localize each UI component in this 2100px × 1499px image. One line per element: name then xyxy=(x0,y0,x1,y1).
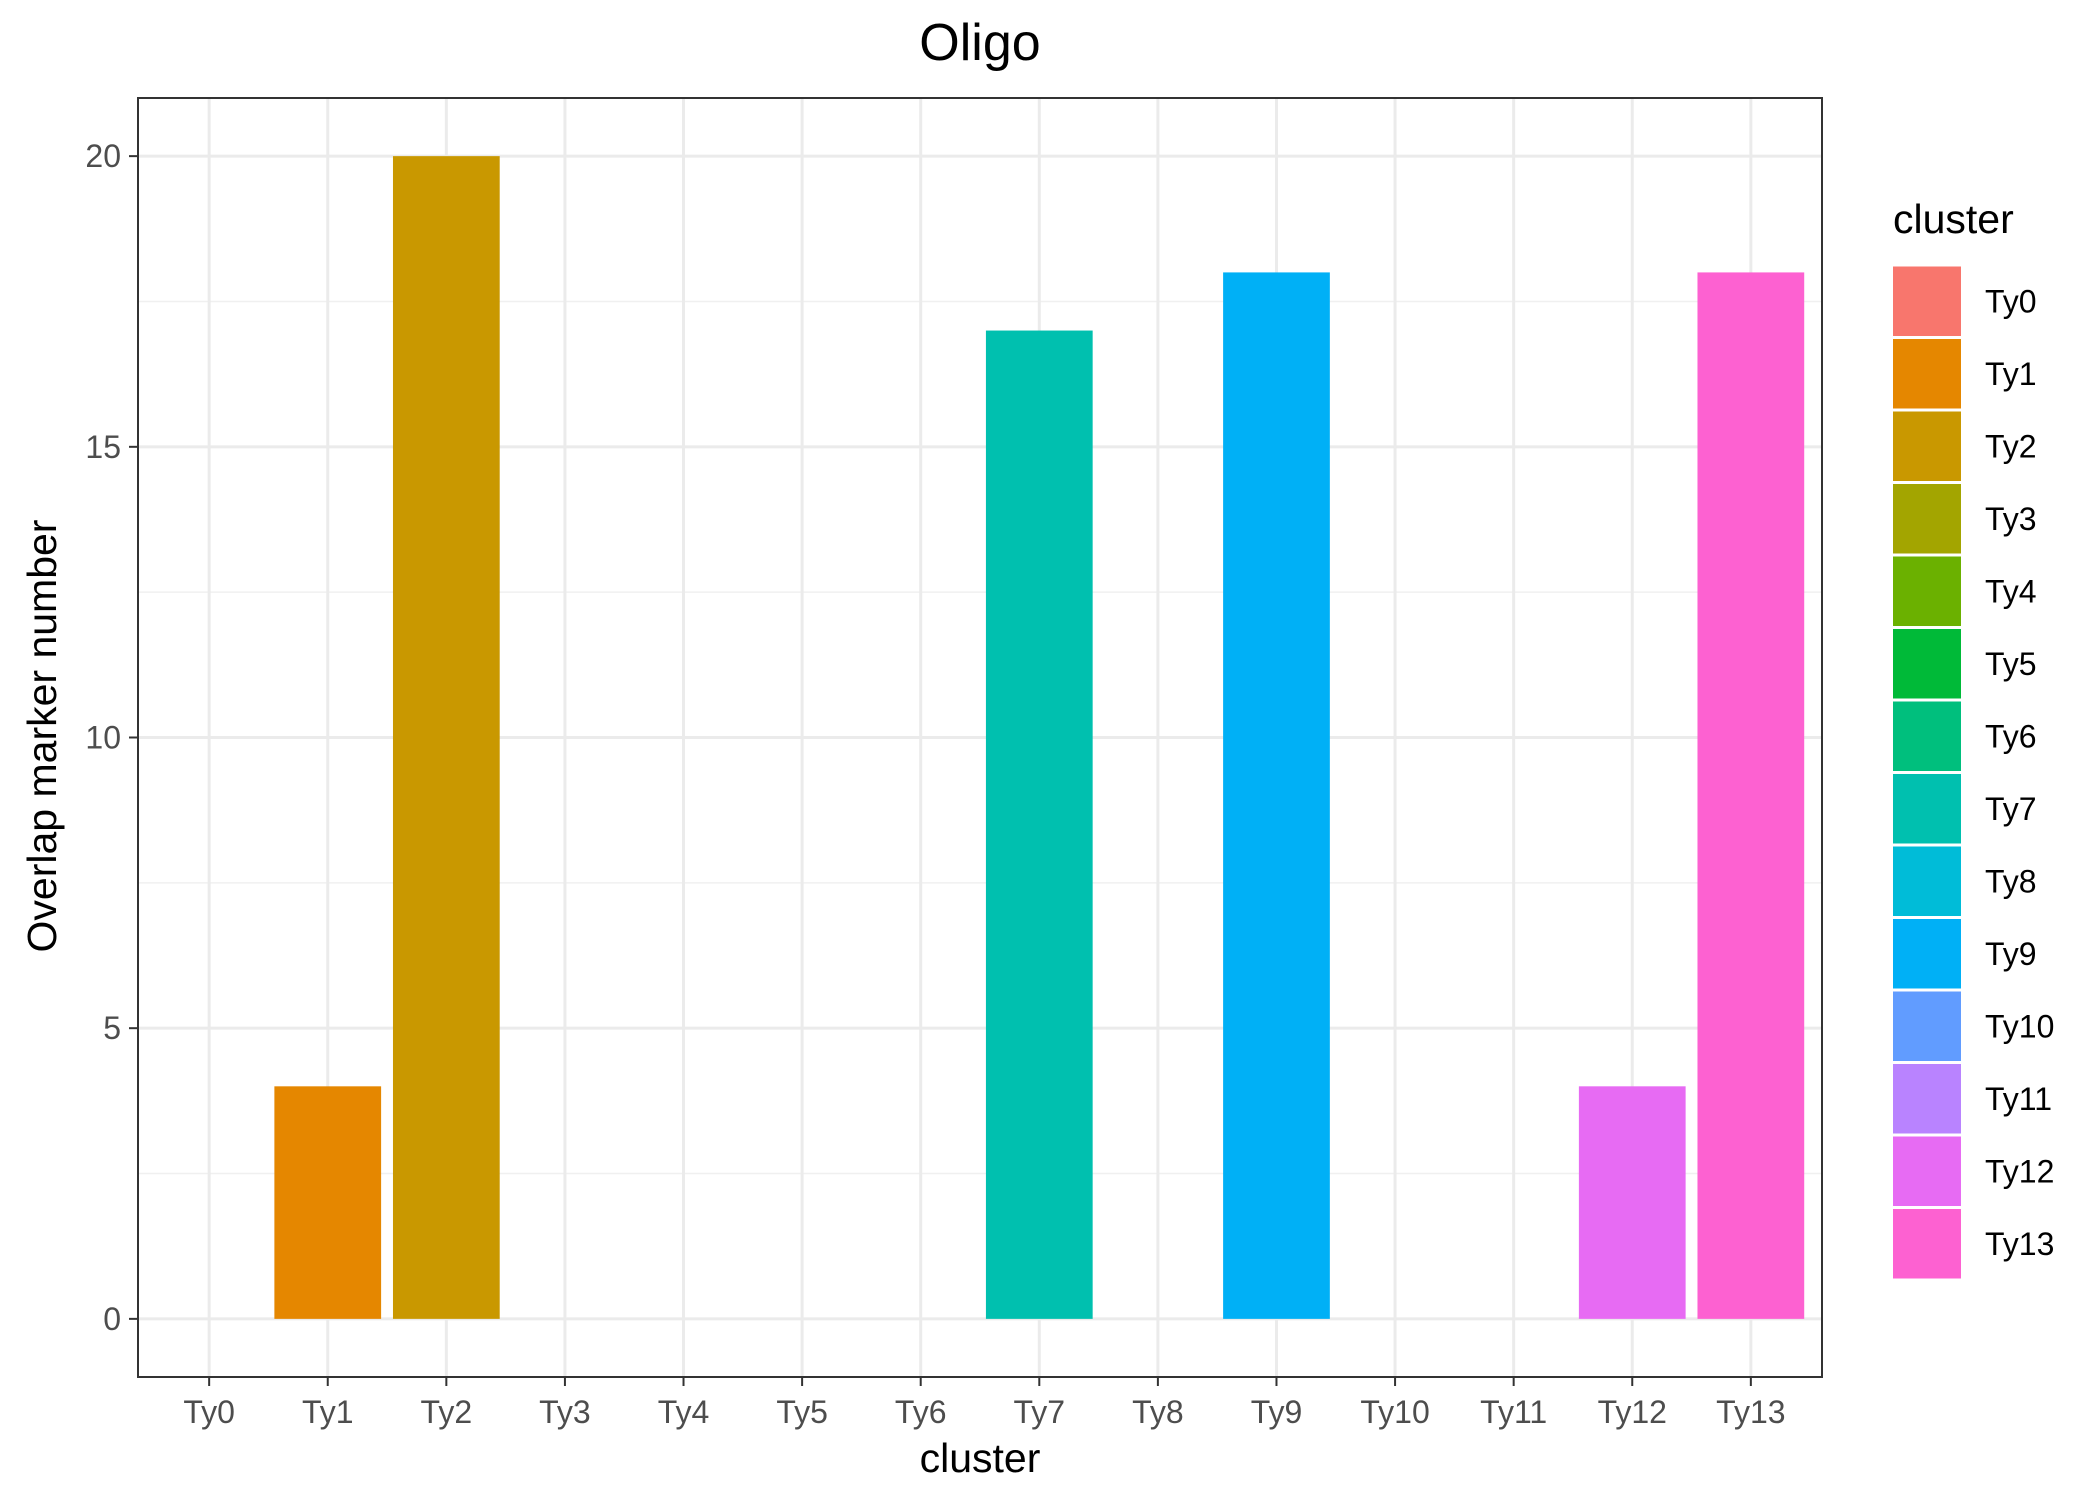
bar-Ty1 xyxy=(274,1086,382,1319)
legend-label-Ty3: Ty3 xyxy=(1985,501,2037,537)
legend-label-Ty9: Ty9 xyxy=(1985,936,2037,972)
legend-label-Ty0: Ty0 xyxy=(1985,283,2037,319)
x-tick-label: Ty6 xyxy=(895,1394,947,1430)
bar-Ty7 xyxy=(985,330,1093,1319)
y-axis-title: Overlap marker number xyxy=(19,520,65,953)
chart-title: Oligo xyxy=(919,14,1040,72)
legend-key-Ty9 xyxy=(1893,919,1961,989)
bars xyxy=(274,156,1805,1319)
legend-label-Ty13: Ty13 xyxy=(1985,1226,2054,1262)
x-tick-label: Ty3 xyxy=(539,1394,591,1430)
x-axis-title: cluster xyxy=(920,1435,1041,1481)
y-tick-label: 10 xyxy=(85,720,121,756)
legend-label-Ty5: Ty5 xyxy=(1985,646,2037,682)
x-tick-label: Ty5 xyxy=(776,1394,828,1430)
y-tick-label: 20 xyxy=(85,138,121,174)
x-tick-label: Ty12 xyxy=(1598,1394,1667,1430)
legend-key-Ty3 xyxy=(1893,484,1961,554)
legend-key-Ty2 xyxy=(1893,411,1961,481)
bar-Ty9 xyxy=(1223,272,1330,1319)
legend-key-Ty12 xyxy=(1893,1136,1961,1206)
legend-label-Ty1: Ty1 xyxy=(1985,356,2037,392)
x-tick-label: Ty1 xyxy=(302,1394,354,1430)
legend-key-Ty6 xyxy=(1893,701,1961,771)
legend-key-Ty7 xyxy=(1893,774,1961,844)
x-tick-label: Ty10 xyxy=(1360,1394,1429,1430)
x-tick-label: Ty0 xyxy=(183,1394,235,1430)
legend-label-Ty6: Ty6 xyxy=(1985,718,2037,754)
legend-title: cluster xyxy=(1893,196,2014,242)
legend-label-Ty12: Ty12 xyxy=(1985,1153,2054,1189)
legend: cluster Ty0 Ty1 Ty2 Ty3 Ty4 Ty5 Ty6 Ty7 Ty8 Ty9 Ty… xyxy=(1893,196,2054,1279)
legend-key-Ty13 xyxy=(1893,1209,1961,1279)
legend-label-Ty8: Ty8 xyxy=(1985,863,2037,899)
bar-Ty2 xyxy=(392,156,500,1319)
legend-label-Ty11: Ty11 xyxy=(1985,1081,2052,1117)
y-axis: 0 5 10 15 20 xyxy=(85,138,138,1337)
x-tick-label: Ty7 xyxy=(1014,1394,1066,1430)
x-tick-label: Ty9 xyxy=(1251,1394,1303,1430)
x-axis: Ty0 Ty1 Ty2 Ty3 Ty4 Ty5 Ty6 Ty7 Ty8 Ty9 Ty10 Ty11 Ty… xyxy=(183,1377,1786,1430)
legend-key-Ty11 xyxy=(1893,1064,1961,1134)
y-tick-label: 0 xyxy=(103,1301,121,1337)
legend-key-Ty4 xyxy=(1893,556,1961,626)
x-tick-label: Ty11 xyxy=(1480,1394,1547,1430)
x-tick-label: Ty13 xyxy=(1716,1394,1785,1430)
legend-key-Ty5 xyxy=(1893,629,1961,699)
legend-key-Ty0 xyxy=(1893,266,1961,336)
x-tick-label: Ty2 xyxy=(421,1394,473,1430)
legend-label-Ty2: Ty2 xyxy=(1985,428,2037,464)
y-tick-label: 5 xyxy=(103,1010,121,1046)
legend-label-Ty10: Ty10 xyxy=(1985,1008,2054,1044)
x-tick-label: Ty4 xyxy=(658,1394,710,1430)
legend-label-Ty7: Ty7 xyxy=(1985,791,2037,827)
legend-key-Ty10 xyxy=(1893,991,1961,1061)
legend-label-Ty4: Ty4 xyxy=(1985,573,2037,609)
legend-key-Ty1 xyxy=(1893,339,1961,409)
bar-Ty13 xyxy=(1697,272,1805,1319)
bar-Ty12 xyxy=(1578,1086,1686,1319)
y-tick-label: 15 xyxy=(85,429,121,465)
x-tick-label: Ty8 xyxy=(1132,1394,1184,1430)
legend-key-Ty8 xyxy=(1893,846,1961,916)
